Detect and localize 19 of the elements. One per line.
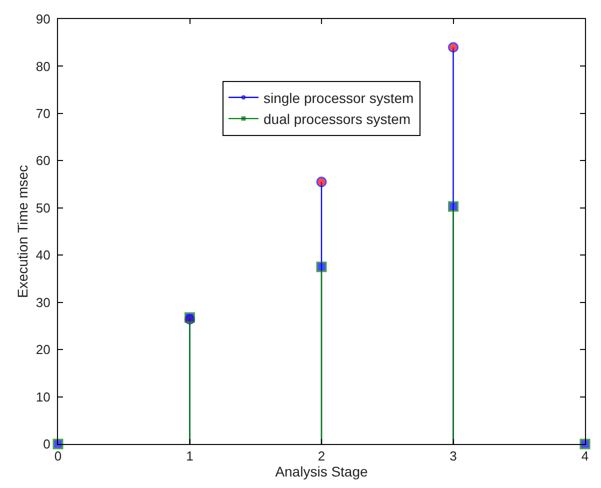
- x-tick-label: 4: [581, 448, 589, 464]
- legend-label: single processor system: [264, 90, 414, 106]
- legend-label: dual processors system: [264, 111, 411, 128]
- x-tick-label: 0: [54, 448, 62, 464]
- y-tick-label: 60: [36, 153, 50, 168]
- x-tick-label: 3: [450, 448, 457, 464]
- y-tick-label: 10: [36, 389, 50, 404]
- y-tick-label: 80: [36, 58, 50, 74]
- x-tick-label: 2: [318, 448, 326, 464]
- y-tick-label: 0: [43, 436, 50, 452]
- y-tick-label: 40: [36, 248, 50, 263]
- y-tick-label: 30: [36, 294, 50, 310]
- y-tick-label: 70: [36, 106, 50, 121]
- y-tick-label: 20: [36, 342, 50, 358]
- y-axis-title: Execution Time msec: [14, 164, 31, 298]
- x-axis-title: Analysis Stage: [275, 464, 368, 480]
- x-tick-label: 1: [186, 448, 194, 464]
- y-tick-label: 50: [36, 200, 50, 216]
- y-tick-label: 90: [36, 12, 50, 27]
